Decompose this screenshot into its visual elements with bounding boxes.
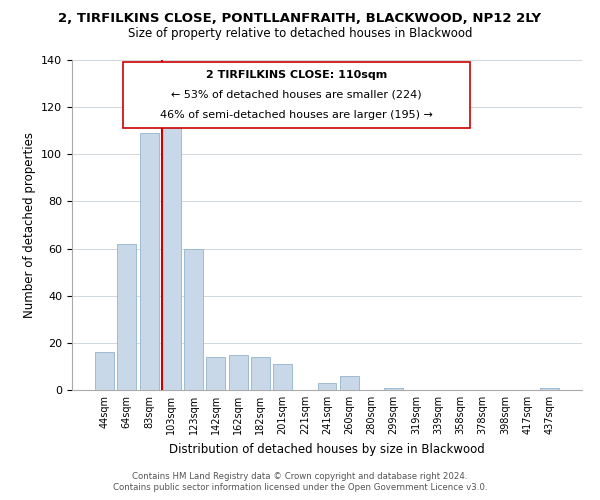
Text: ← 53% of detached houses are smaller (224): ← 53% of detached houses are smaller (22… (171, 90, 422, 100)
Bar (140, 133, 158, 390)
Bar (229, 354, 248, 390)
Bar (162, 114, 181, 390)
Bar (273, 364, 292, 390)
Bar (251, 357, 270, 390)
Text: 2 TIRFILKINS CLOSE: 110sqm: 2 TIRFILKINS CLOSE: 110sqm (206, 70, 387, 80)
Bar (317, 383, 337, 390)
Bar (95, 352, 114, 390)
FancyBboxPatch shape (123, 62, 470, 128)
Text: Contains HM Land Registry data © Crown copyright and database right 2024.
Contai: Contains HM Land Registry data © Crown c… (113, 472, 487, 492)
Bar (206, 357, 225, 390)
Bar (184, 248, 203, 390)
X-axis label: Distribution of detached houses by size in Blackwood: Distribution of detached houses by size … (169, 442, 485, 456)
Bar (118, 244, 136, 390)
Text: Size of property relative to detached houses in Blackwood: Size of property relative to detached ho… (128, 28, 472, 40)
Y-axis label: Number of detached properties: Number of detached properties (23, 132, 35, 318)
Text: 46% of semi-detached houses are larger (195) →: 46% of semi-detached houses are larger (… (160, 110, 433, 120)
Text: 2, TIRFILKINS CLOSE, PONTLLANFRAITH, BLACKWOOD, NP12 2LY: 2, TIRFILKINS CLOSE, PONTLLANFRAITH, BLA… (58, 12, 542, 26)
Bar (540, 388, 559, 390)
Bar (340, 376, 359, 390)
Bar (384, 388, 403, 390)
